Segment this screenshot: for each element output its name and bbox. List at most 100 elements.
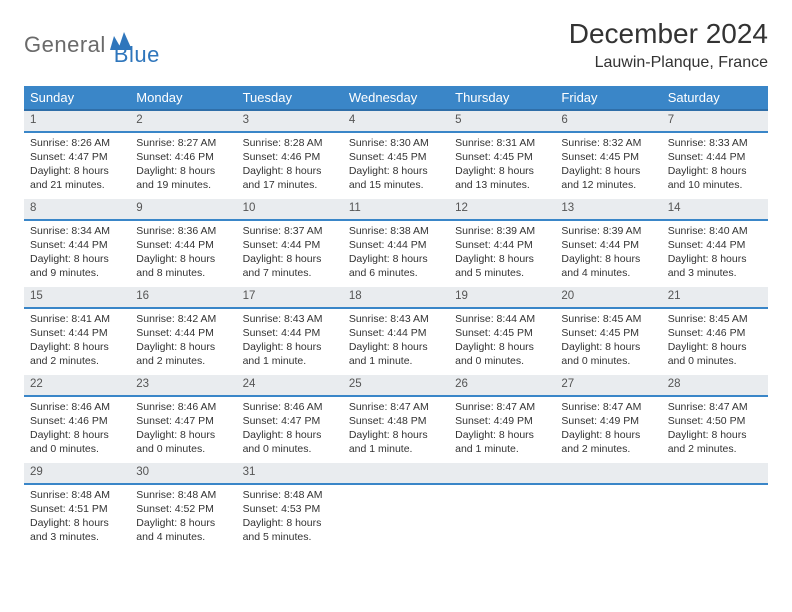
day-number: 6 — [555, 111, 661, 133]
daylight-text: Daylight: 8 hours — [349, 428, 443, 442]
daylight-text-cont: and 3 minutes. — [668, 266, 762, 280]
daylight-text: Daylight: 8 hours — [243, 164, 337, 178]
dayname-tuesday: Tuesday — [237, 86, 343, 110]
day-number: 27 — [555, 375, 661, 397]
calendar-cell — [662, 463, 768, 549]
sunrise-text: Sunrise: 8:30 AM — [349, 136, 443, 150]
day-details: Sunrise: 8:43 AMSunset: 4:44 PMDaylight:… — [237, 309, 343, 373]
calendar-cell — [555, 463, 661, 549]
sunset-text: Sunset: 4:51 PM — [30, 502, 124, 516]
daylight-text-cont: and 1 minute. — [349, 442, 443, 456]
sunrise-text: Sunrise: 8:47 AM — [455, 400, 549, 414]
daylight-text-cont: and 10 minutes. — [668, 178, 762, 192]
sunrise-text: Sunrise: 8:47 AM — [561, 400, 655, 414]
calendar-cell: 29Sunrise: 8:48 AMSunset: 4:51 PMDayligh… — [24, 463, 130, 549]
day-number: 14 — [662, 199, 768, 221]
daylight-text-cont: and 0 minutes. — [243, 442, 337, 456]
daylight-text: Daylight: 8 hours — [243, 252, 337, 266]
day-details: Sunrise: 8:47 AMSunset: 4:49 PMDaylight:… — [449, 397, 555, 461]
sunset-text: Sunset: 4:44 PM — [243, 326, 337, 340]
sunset-text: Sunset: 4:53 PM — [243, 502, 337, 516]
sunrise-text: Sunrise: 8:44 AM — [455, 312, 549, 326]
calendar-cell — [343, 463, 449, 549]
sunrise-text: Sunrise: 8:48 AM — [243, 488, 337, 502]
calendar-table: Sunday Monday Tuesday Wednesday Thursday… — [24, 86, 768, 549]
day-details: Sunrise: 8:46 AMSunset: 4:47 PMDaylight:… — [237, 397, 343, 461]
calendar-cell: 27Sunrise: 8:47 AMSunset: 4:49 PMDayligh… — [555, 375, 661, 463]
sunset-text: Sunset: 4:44 PM — [136, 238, 230, 252]
daylight-text: Daylight: 8 hours — [136, 164, 230, 178]
daylight-text-cont: and 0 minutes. — [668, 354, 762, 368]
calendar-cell: 10Sunrise: 8:37 AMSunset: 4:44 PMDayligh… — [237, 199, 343, 287]
daylight-text: Daylight: 8 hours — [455, 252, 549, 266]
sunset-text: Sunset: 4:45 PM — [455, 150, 549, 164]
daylight-text-cont: and 3 minutes. — [30, 530, 124, 544]
sunset-text: Sunset: 4:44 PM — [668, 238, 762, 252]
calendar-cell: 16Sunrise: 8:42 AMSunset: 4:44 PMDayligh… — [130, 287, 236, 375]
title-block: December 2024 Lauwin-Planque, France — [569, 18, 768, 72]
day-details: Sunrise: 8:40 AMSunset: 4:44 PMDaylight:… — [662, 221, 768, 285]
sunset-text: Sunset: 4:49 PM — [455, 414, 549, 428]
calendar-cell: 8Sunrise: 8:34 AMSunset: 4:44 PMDaylight… — [24, 199, 130, 287]
dayname-monday: Monday — [130, 86, 236, 110]
sunset-text: Sunset: 4:47 PM — [136, 414, 230, 428]
sunset-text: Sunset: 4:44 PM — [243, 238, 337, 252]
day-details: Sunrise: 8:45 AMSunset: 4:46 PMDaylight:… — [662, 309, 768, 373]
daylight-text: Daylight: 8 hours — [30, 516, 124, 530]
calendar-cell: 19Sunrise: 8:44 AMSunset: 4:45 PMDayligh… — [449, 287, 555, 375]
calendar-cell: 24Sunrise: 8:46 AMSunset: 4:47 PMDayligh… — [237, 375, 343, 463]
calendar-cell — [449, 463, 555, 549]
daylight-text-cont: and 6 minutes. — [349, 266, 443, 280]
daylight-text: Daylight: 8 hours — [136, 340, 230, 354]
day-details — [343, 485, 449, 492]
daylight-text-cont: and 7 minutes. — [243, 266, 337, 280]
sunset-text: Sunset: 4:47 PM — [243, 414, 337, 428]
daylight-text: Daylight: 8 hours — [136, 516, 230, 530]
day-number: 25 — [343, 375, 449, 397]
day-details: Sunrise: 8:43 AMSunset: 4:44 PMDaylight:… — [343, 309, 449, 373]
day-number: 17 — [237, 287, 343, 309]
calendar-cell: 11Sunrise: 8:38 AMSunset: 4:44 PMDayligh… — [343, 199, 449, 287]
day-number — [555, 463, 661, 485]
sunset-text: Sunset: 4:44 PM — [30, 326, 124, 340]
sunset-text: Sunset: 4:47 PM — [30, 150, 124, 164]
day-details — [555, 485, 661, 492]
daylight-text: Daylight: 8 hours — [243, 340, 337, 354]
daylight-text-cont: and 21 minutes. — [30, 178, 124, 192]
daylight-text: Daylight: 8 hours — [561, 428, 655, 442]
day-number: 5 — [449, 111, 555, 133]
daylight-text: Daylight: 8 hours — [349, 164, 443, 178]
daylight-text-cont: and 0 minutes. — [136, 442, 230, 456]
day-number: 7 — [662, 111, 768, 133]
dayname-friday: Friday — [555, 86, 661, 110]
sunrise-text: Sunrise: 8:45 AM — [668, 312, 762, 326]
sunset-text: Sunset: 4:44 PM — [136, 326, 230, 340]
day-details: Sunrise: 8:39 AMSunset: 4:44 PMDaylight:… — [449, 221, 555, 285]
daylight-text: Daylight: 8 hours — [561, 164, 655, 178]
calendar-cell: 14Sunrise: 8:40 AMSunset: 4:44 PMDayligh… — [662, 199, 768, 287]
day-details: Sunrise: 8:48 AMSunset: 4:52 PMDaylight:… — [130, 485, 236, 549]
sunset-text: Sunset: 4:44 PM — [561, 238, 655, 252]
daylight-text-cont: and 13 minutes. — [455, 178, 549, 192]
daylight-text: Daylight: 8 hours — [668, 340, 762, 354]
daylight-text-cont: and 1 minute. — [349, 354, 443, 368]
sunset-text: Sunset: 4:46 PM — [668, 326, 762, 340]
calendar-body: 1Sunrise: 8:26 AMSunset: 4:47 PMDaylight… — [24, 110, 768, 549]
sunrise-text: Sunrise: 8:33 AM — [668, 136, 762, 150]
calendar-cell: 15Sunrise: 8:41 AMSunset: 4:44 PMDayligh… — [24, 287, 130, 375]
calendar-cell: 23Sunrise: 8:46 AMSunset: 4:47 PMDayligh… — [130, 375, 236, 463]
dayname-sunday: Sunday — [24, 86, 130, 110]
day-number: 9 — [130, 199, 236, 221]
sunrise-text: Sunrise: 8:39 AM — [561, 224, 655, 238]
day-number — [449, 463, 555, 485]
sunrise-text: Sunrise: 8:34 AM — [30, 224, 124, 238]
sunset-text: Sunset: 4:44 PM — [349, 326, 443, 340]
day-details — [662, 485, 768, 492]
location-label: Lauwin-Planque, France — [569, 54, 768, 72]
sunrise-text: Sunrise: 8:36 AM — [136, 224, 230, 238]
sunset-text: Sunset: 4:44 PM — [349, 238, 443, 252]
day-details: Sunrise: 8:48 AMSunset: 4:51 PMDaylight:… — [24, 485, 130, 549]
day-details — [449, 485, 555, 492]
daylight-text-cont: and 17 minutes. — [243, 178, 337, 192]
day-details: Sunrise: 8:45 AMSunset: 4:45 PMDaylight:… — [555, 309, 661, 373]
